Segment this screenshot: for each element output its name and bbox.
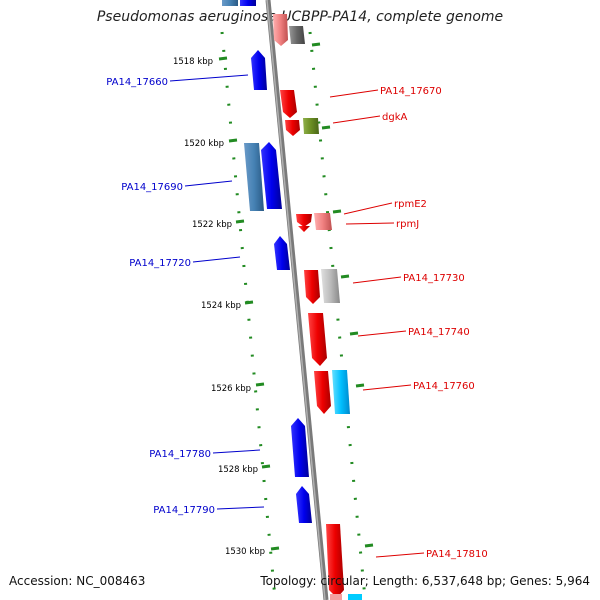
- ruler-label-1524: 1524 kbp: [201, 301, 241, 311]
- gene-arrow-top-steel: [222, 0, 238, 6]
- gene-top-pink: [273, 14, 288, 46]
- genome-summary-text: Topology: circular; Length: 6,537,648 bp…: [260, 574, 590, 588]
- genome-backbone: [265, 0, 329, 600]
- ruler-label-1520: 1520 kbp: [184, 139, 224, 149]
- gene-label-PA14_17810[interactable]: PA14_17810: [426, 549, 488, 560]
- gene-label-PA14_17690[interactable]: PA14_17690: [121, 182, 183, 193]
- major-tick-1526: [255, 382, 265, 387]
- gene-rpmE2: [296, 214, 312, 227]
- gene-PA14-17810: [326, 524, 344, 598]
- gene-PA14-17790: [296, 486, 312, 523]
- gene-PA14-17670: [280, 90, 297, 118]
- gene-PA14-17760-cyan: [332, 370, 350, 414]
- gene-arrow-top-blue: [240, 0, 256, 6]
- map-title: Pseudomonas aeruginosa UCBPP-PA14, compl…: [96, 9, 504, 25]
- gene-label-rpmE2[interactable]: rpmE2: [394, 199, 427, 210]
- gene-PA14-17780: [291, 418, 309, 477]
- gene-label-dgkA[interactable]: dgkA: [382, 112, 407, 123]
- gene-label-PA14_17780[interactable]: PA14_17780: [149, 449, 211, 460]
- left-tick-lane: [220, 31, 277, 599]
- ruler-label-1518: 1518 kbp: [173, 57, 213, 67]
- ruler-label-1528: 1528 kbp: [218, 465, 258, 475]
- gene-PA14-17760: [314, 371, 331, 414]
- gene-PA14-17740: [308, 313, 327, 366]
- ruler-major-ticks-left: [218, 56, 280, 551]
- gene-label-PA14_17790[interactable]: PA14_17790: [153, 505, 215, 516]
- gene-PA14-17720: [274, 236, 290, 270]
- ruler-major-ticks-right: [311, 42, 374, 548]
- gene-label-rpmJ[interactable]: rpmJ: [396, 219, 419, 230]
- gene-PA14-17690-steel: [244, 143, 264, 211]
- major-tick-1524: [244, 300, 254, 305]
- forward-genes: [222, 0, 312, 523]
- gene-rpmJ: [298, 226, 310, 232]
- gene-PA14-17730: [304, 270, 320, 304]
- gene-top-darkgrey: [289, 26, 305, 44]
- gene-bottom-pink: [330, 594, 342, 600]
- ruler-label-1526: 1526 kbp: [211, 384, 251, 394]
- gene-label-PA14_17660[interactable]: PA14_17660: [106, 77, 168, 88]
- gene-label-PA14_17740[interactable]: PA14_17740: [408, 327, 470, 338]
- gene-label-PA14_17730[interactable]: PA14_17730: [403, 273, 465, 284]
- ruler-label-1530: 1530 kbp: [225, 547, 265, 557]
- gene-label-PA14_17720[interactable]: PA14_17720: [129, 258, 191, 269]
- leader-lines-right: [329, 89, 425, 558]
- gene-rpmJ-pink: [314, 213, 332, 230]
- major-tick-1518: [218, 56, 228, 61]
- gene-dgkA: [285, 120, 300, 136]
- accession-text: Accession: NC_008463: [9, 574, 146, 588]
- reverse-genes: [273, 14, 362, 600]
- gene-bottom-cyan: [348, 594, 362, 600]
- major-tick-1528: [261, 464, 271, 469]
- major-tick-1522: [235, 219, 245, 224]
- major-tick-1530: [270, 546, 280, 551]
- gene-dgkA-olive: [303, 118, 319, 134]
- ruler-label-1522: 1522 kbp: [192, 220, 232, 230]
- gene-PA14-17730-grey: [321, 269, 340, 303]
- gene-PA14-17690: [261, 142, 282, 209]
- gene-PA14-17660: [251, 50, 267, 90]
- gene-label-PA14_17670[interactable]: PA14_17670: [380, 86, 442, 97]
- major-tick-1520: [228, 138, 238, 143]
- gene-label-PA14_17760[interactable]: PA14_17760: [413, 381, 475, 392]
- leader-lines-left: [169, 74, 265, 510]
